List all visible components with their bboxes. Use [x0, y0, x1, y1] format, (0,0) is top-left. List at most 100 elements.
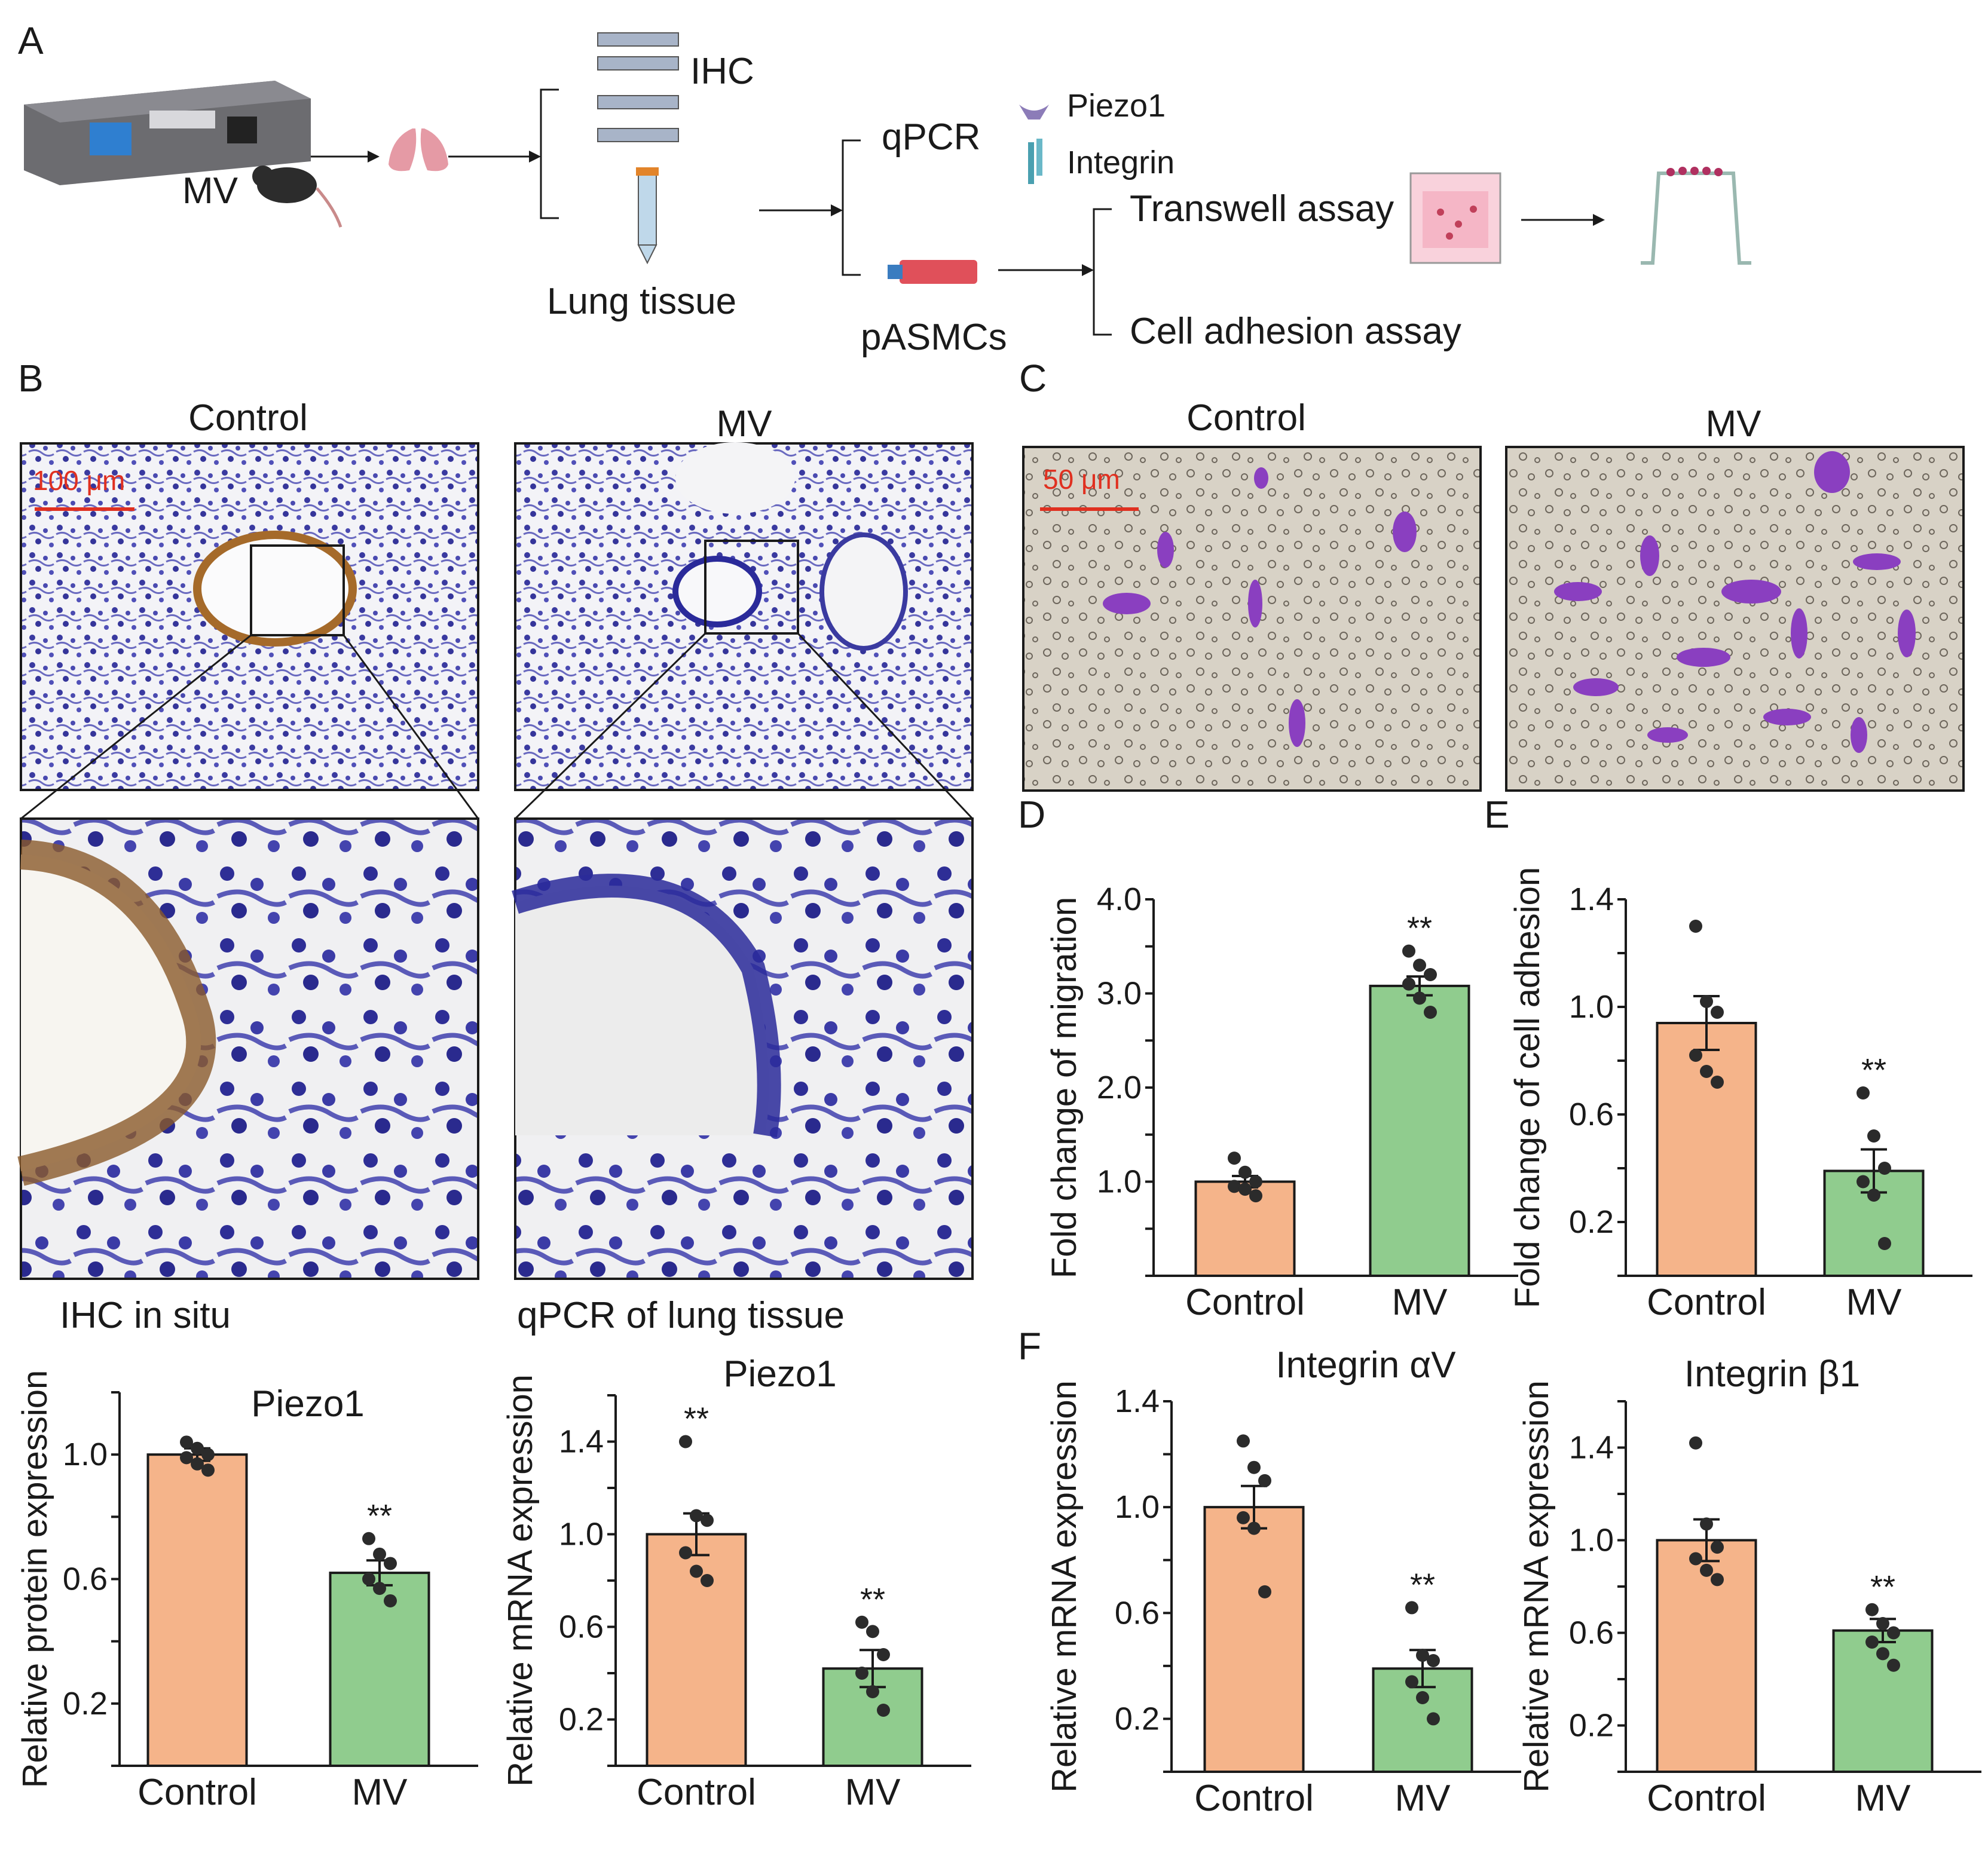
- control-airway: [193, 531, 357, 647]
- x-tick-label: MV: [352, 1772, 408, 1813]
- insert-icon: [1641, 167, 1751, 265]
- y-tick-label: 2.0: [1097, 1070, 1142, 1105]
- data-point: [1427, 1712, 1440, 1726]
- mv-title-c: MV: [1706, 403, 1762, 445]
- transwell-mv: [1505, 446, 1965, 792]
- data-point: [1247, 1460, 1261, 1474]
- caption-ihc: IHC in situ: [60, 1295, 231, 1336]
- lung-tissue-label: Lung tissue: [547, 281, 736, 322]
- mv-lumen: [515, 886, 769, 1135]
- data-point: [1711, 1541, 1724, 1554]
- data-point: [1413, 991, 1426, 1005]
- control-title-c: Control: [1186, 397, 1306, 439]
- mv-blue-wall: [512, 874, 781, 1138]
- bracket-qpcr: [842, 139, 861, 276]
- data-point: [1249, 1175, 1262, 1189]
- data-point: [1876, 1647, 1889, 1661]
- lung-icon: [389, 128, 448, 172]
- integrin-label: Integrin: [1067, 145, 1175, 180]
- data-point: [1867, 1189, 1880, 1202]
- data-point: [1865, 1636, 1879, 1649]
- data-point: [1689, 1436, 1702, 1450]
- arrowhead: [1082, 264, 1094, 276]
- data-point: [1238, 1165, 1252, 1179]
- x-tick-label: MV: [1395, 1778, 1451, 1819]
- chart-title: Integrin αV: [1276, 1345, 1456, 1386]
- x-tick-label: Control: [1185, 1282, 1305, 1323]
- data-point: [1249, 1189, 1262, 1203]
- flask-icon: [888, 260, 977, 284]
- significance-marker: **: [1407, 911, 1432, 947]
- data-point: [1237, 1511, 1250, 1524]
- data-point: [701, 1574, 714, 1587]
- data-point: [1689, 920, 1702, 933]
- data-point: [1857, 1086, 1870, 1100]
- panel-b: B Control MV 100 μm: [17, 357, 974, 1280]
- data-point: [877, 1648, 890, 1661]
- data-point: [201, 1448, 215, 1462]
- y-tick-label: 1.0: [63, 1437, 108, 1472]
- zoom-line: [514, 632, 706, 820]
- data-point: [701, 1514, 714, 1527]
- arrowhead: [368, 151, 380, 163]
- y-tick-label: 1.0: [1115, 1489, 1160, 1525]
- y-tick-label: 0.6: [63, 1561, 108, 1597]
- data-point: [373, 1582, 386, 1595]
- chart-adhesion: 0.2 0.6 1.0 1.4 Control ** MV Fold change of ce…: [1508, 867, 1972, 1323]
- bar-control: [1194, 1180, 1296, 1277]
- x-tick-label: Control: [637, 1772, 756, 1813]
- y-tick-label: 1.0: [1569, 1523, 1614, 1558]
- y-axis-label: Relative mRNA expression: [501, 1374, 540, 1787]
- data-point: [1258, 1474, 1271, 1487]
- chart-integrin-b1: 0.2 0.6 1.0 1.4 Control ** MV Integrin β1 Relati…: [1517, 1353, 1981, 1819]
- y-tick-label: 1.0: [559, 1517, 604, 1552]
- chart-title: Piezo1: [251, 1383, 365, 1425]
- data-point: [384, 1594, 397, 1607]
- data-point: [1247, 1521, 1261, 1535]
- data-point: [1424, 968, 1437, 981]
- mv-label: MV: [182, 170, 238, 212]
- data-point: [1711, 1076, 1724, 1089]
- data-point: [1700, 995, 1713, 1008]
- arrowhead: [831, 204, 843, 216]
- data-point: [180, 1435, 193, 1449]
- y-tick-label: 0.2: [559, 1702, 604, 1738]
- x-tick-label: MV: [1392, 1282, 1448, 1323]
- y-tick-label: 0.2: [1569, 1204, 1614, 1240]
- zoom-line: [20, 634, 252, 820]
- chart-title: Integrin β1: [1684, 1353, 1860, 1395]
- significance-marker: **: [684, 1401, 709, 1437]
- x-tick-label: Control: [1647, 1282, 1766, 1323]
- x-tick-label: Control: [1194, 1778, 1314, 1819]
- data-point: [866, 1685, 879, 1698]
- mv-title-b: MV: [717, 403, 773, 445]
- chart-integrin-av: 0.2 0.6 1.0 1.4 Control ** MV Integrin αV Relati…: [1045, 1345, 1521, 1819]
- qpcr-label: qPCR: [882, 117, 980, 158]
- integrin-icon: [1028, 139, 1042, 184]
- significance-marker: **: [1410, 1567, 1435, 1603]
- x-tick-label: Control: [1647, 1778, 1766, 1819]
- significance-marker: **: [1870, 1569, 1895, 1605]
- panel-label-a: A: [18, 19, 44, 62]
- y-tick-label: 1.0: [1569, 989, 1614, 1025]
- control-brown-stain: [17, 840, 216, 1186]
- piezo1-icon: [1019, 105, 1049, 120]
- y-axis-label: Fold change of migration: [1045, 897, 1084, 1278]
- y-tick-label: 1.4: [1569, 1430, 1614, 1466]
- chart-ihc-piezo1: 0.2 0.6 1.0 Control ** MV Piezo1 Relative prote…: [16, 1370, 478, 1813]
- data-point: [866, 1625, 879, 1639]
- significance-marker: **: [367, 1498, 392, 1534]
- data-point: [1228, 1180, 1241, 1193]
- zoom-line: [797, 632, 974, 820]
- transwell-well-icon: [1409, 172, 1501, 264]
- data-point: [362, 1532, 375, 1545]
- x-tick-label: Control: [137, 1772, 257, 1813]
- bar-control: [146, 1453, 248, 1768]
- bar-control: [1656, 1022, 1757, 1277]
- data-point: [1887, 1658, 1900, 1672]
- zoom-box: [704, 540, 799, 635]
- zoom-box: [250, 544, 345, 636]
- data-point: [1878, 1237, 1891, 1250]
- scale-bar-label-c: 50 μm: [1043, 464, 1120, 495]
